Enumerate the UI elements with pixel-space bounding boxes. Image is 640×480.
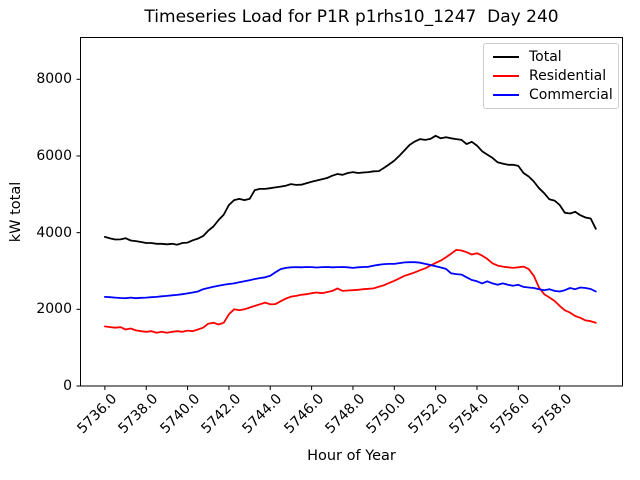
- y-axis-label: kW total: [8, 181, 24, 243]
- legend-line-sample: [493, 74, 519, 77]
- legend-label: Total: [529, 48, 562, 65]
- legend-label: Commercial: [529, 87, 613, 104]
- series-line-total: [104, 134, 597, 246]
- legend-item-total: Total: [484, 48, 618, 66]
- x-axis-label: Hour of Year: [307, 448, 396, 464]
- series-line-commercial: [104, 261, 597, 300]
- legend-line-sample: [493, 94, 519, 97]
- legend-item-commercial: Commercial: [484, 86, 618, 104]
- legend: Total Residential Commercial: [483, 43, 619, 109]
- axes-frame: [80, 37, 623, 387]
- series-line-residential: [104, 248, 597, 334]
- legend-label: Residential: [529, 67, 607, 84]
- legend-line-sample: [493, 55, 519, 58]
- chart-title: Timeseries Load for P1R p1rhs10_1247 Day…: [144, 7, 559, 27]
- legend-item-residential: Residential: [484, 67, 618, 85]
